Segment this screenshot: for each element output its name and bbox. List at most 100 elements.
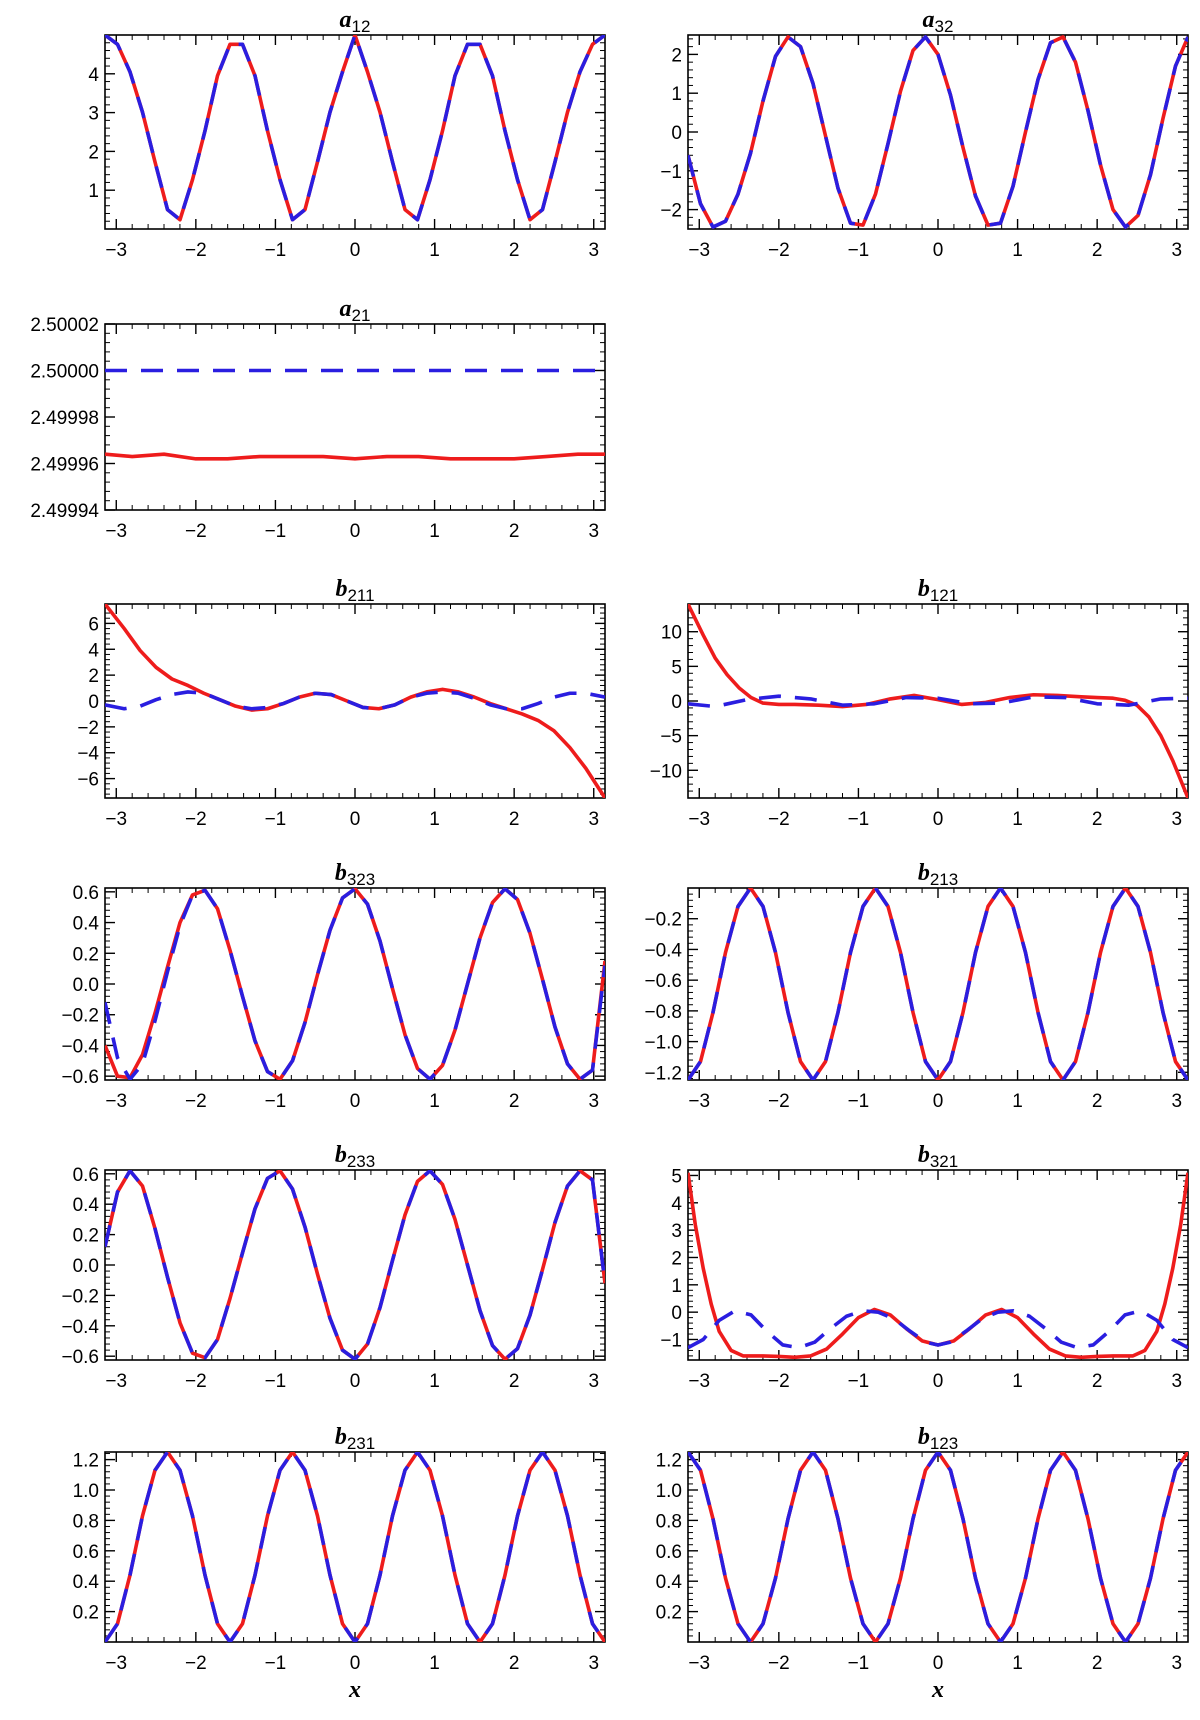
y-tick-label: 4 bbox=[88, 65, 99, 86]
x-tick-label: 0 bbox=[350, 1371, 361, 1392]
panel-title: b321 bbox=[918, 1142, 958, 1171]
x-tick-label: 0 bbox=[350, 1653, 361, 1674]
series-line-solid bbox=[688, 604, 1188, 798]
series-line-solid bbox=[105, 452, 605, 461]
x-tick-label: −1 bbox=[265, 809, 287, 830]
series-line-dashed bbox=[688, 35, 1188, 229]
series-line-dashed bbox=[105, 1452, 605, 1642]
y-tick-label: 0.8 bbox=[656, 1511, 682, 1532]
series-line-dashed bbox=[688, 1452, 1188, 1642]
series-line-dashed bbox=[105, 888, 605, 1080]
series-line-solid bbox=[688, 1172, 1188, 1360]
series-line-dashed bbox=[688, 694, 1188, 709]
y-tick-label: 0 bbox=[671, 692, 682, 713]
x-tick-label: −3 bbox=[688, 1653, 710, 1674]
x-tick-label: −2 bbox=[768, 1091, 790, 1112]
series-line-solid bbox=[688, 888, 1188, 1080]
x-tick-label: −2 bbox=[185, 1653, 207, 1674]
x-tick-label: 2 bbox=[1092, 1371, 1103, 1392]
y-tick-label: −1.2 bbox=[644, 1063, 682, 1084]
plot-frame bbox=[687, 1169, 1189, 1361]
panel-title: a21 bbox=[340, 296, 371, 325]
x-tick-label: −1 bbox=[848, 1653, 870, 1674]
panel-title: b123 bbox=[918, 1424, 958, 1453]
series-line-dashed bbox=[688, 888, 1188, 1080]
x-tick-label: 2 bbox=[1092, 240, 1103, 261]
y-tick-label: 0 bbox=[88, 692, 99, 713]
x-tick-label: −1 bbox=[265, 1371, 287, 1392]
panel-b231: −3 −2 −1 0 1 2 3 0.2 0.4 0.6 0.8 1.0 1.2 b231 x bbox=[73, 1424, 606, 1703]
x-axis-label: x bbox=[348, 1677, 361, 1703]
x-tick-label: 1 bbox=[1012, 240, 1023, 261]
y-tick-label: 0.4 bbox=[73, 1195, 100, 1216]
x-tick-label: 3 bbox=[588, 240, 599, 261]
series-line-dashed bbox=[105, 35, 605, 222]
panel-a32: −3 −2 −1 0 1 2 3 −2 −1 0 1 2 a32 bbox=[660, 7, 1189, 261]
y-tick-label: 2 bbox=[88, 142, 99, 163]
x-tick-label: −2 bbox=[768, 1653, 790, 1674]
series-line-dashed bbox=[688, 1308, 1188, 1350]
x-tick-label: 0 bbox=[350, 809, 361, 830]
x-tick-label: 1 bbox=[429, 1091, 440, 1112]
x-tick-label: −3 bbox=[688, 1091, 710, 1112]
series-line-solid bbox=[688, 35, 1188, 229]
panel-b123: −3 −2 −1 0 1 2 3 0.2 0.4 0.6 0.8 1.0 1.2 b123 x bbox=[656, 1424, 1189, 1703]
y-tick-label: −0.6 bbox=[61, 1067, 99, 1088]
x-tick-label: −1 bbox=[848, 1371, 870, 1392]
series-line-solid bbox=[105, 35, 605, 222]
x-tick-label: 2 bbox=[509, 521, 520, 542]
y-tick-label: 0.4 bbox=[73, 1572, 100, 1593]
y-tick-label: 4 bbox=[671, 1194, 682, 1215]
x-tick-label: −3 bbox=[105, 809, 127, 830]
y-tick-label: 5 bbox=[671, 657, 682, 678]
x-tick-label: 2 bbox=[509, 1653, 520, 1674]
y-tick-label: 1.2 bbox=[656, 1451, 682, 1472]
x-tick-label: 1 bbox=[1012, 809, 1023, 830]
y-tick-label: −5 bbox=[660, 727, 682, 748]
x-tick-label: 0 bbox=[350, 240, 361, 261]
y-tick-label: 0.2 bbox=[656, 1603, 682, 1624]
plot-frame bbox=[104, 34, 606, 230]
y-tick-label: −1 bbox=[660, 162, 682, 183]
y-tick-label: −2 bbox=[660, 201, 682, 222]
x-tick-label: 1 bbox=[429, 809, 440, 830]
y-tick-label: 0.8 bbox=[73, 1511, 99, 1532]
y-tick-label: 5 bbox=[671, 1166, 682, 1187]
x-tick-label: 1 bbox=[429, 1653, 440, 1674]
x-tick-label: −2 bbox=[185, 521, 207, 542]
x-tick-label: 0 bbox=[933, 1371, 944, 1392]
x-tick-label: −3 bbox=[688, 809, 710, 830]
panel-b323: −3 −2 −1 0 1 2 3 −0.6 −0.4 −0.2 0.0 0.2 0.4 0.6 b323 bbox=[61, 860, 606, 1112]
y-tick-label: −10 bbox=[650, 761, 682, 782]
x-tick-label: 1 bbox=[1012, 1091, 1023, 1112]
y-tick-label: 1.0 bbox=[73, 1481, 99, 1502]
y-tick-label: 1 bbox=[671, 1276, 682, 1297]
y-tick-label: 2 bbox=[671, 1248, 682, 1269]
x-tick-label: −1 bbox=[848, 240, 870, 261]
plot-frame bbox=[104, 887, 606, 1081]
x-tick-label: −2 bbox=[185, 1371, 207, 1392]
x-axis-label: x bbox=[931, 1677, 944, 1703]
x-tick-label: −2 bbox=[768, 1371, 790, 1392]
x-tick-label: −2 bbox=[185, 809, 207, 830]
x-tick-label: 2 bbox=[1092, 809, 1103, 830]
plot-frame bbox=[687, 1451, 1189, 1643]
x-tick-label: −2 bbox=[185, 1091, 207, 1112]
x-tick-label: 0 bbox=[350, 1091, 361, 1112]
panel-b211: −3 −2 −1 0 1 2 3 −6 −4 −2 0 2 4 6 b211 bbox=[77, 576, 606, 830]
x-tick-label: 2 bbox=[509, 809, 520, 830]
y-tick-label: 2.49996 bbox=[30, 455, 99, 476]
y-tick-label: 3 bbox=[88, 104, 99, 125]
x-tick-label: 3 bbox=[588, 1653, 599, 1674]
y-tick-label: 2 bbox=[88, 666, 99, 687]
x-tick-label: 1 bbox=[429, 240, 440, 261]
panel-title: a32 bbox=[923, 7, 954, 36]
y-tick-label: 2 bbox=[671, 45, 682, 66]
panel-title: b233 bbox=[335, 1142, 375, 1171]
y-tick-label: 2.49994 bbox=[30, 501, 99, 522]
series-line-solid bbox=[105, 888, 605, 1080]
panel-title: b231 bbox=[335, 1424, 375, 1453]
x-tick-label: −3 bbox=[105, 1371, 127, 1392]
y-tick-label: −0.4 bbox=[644, 940, 682, 961]
x-tick-label: 2 bbox=[509, 1371, 520, 1392]
